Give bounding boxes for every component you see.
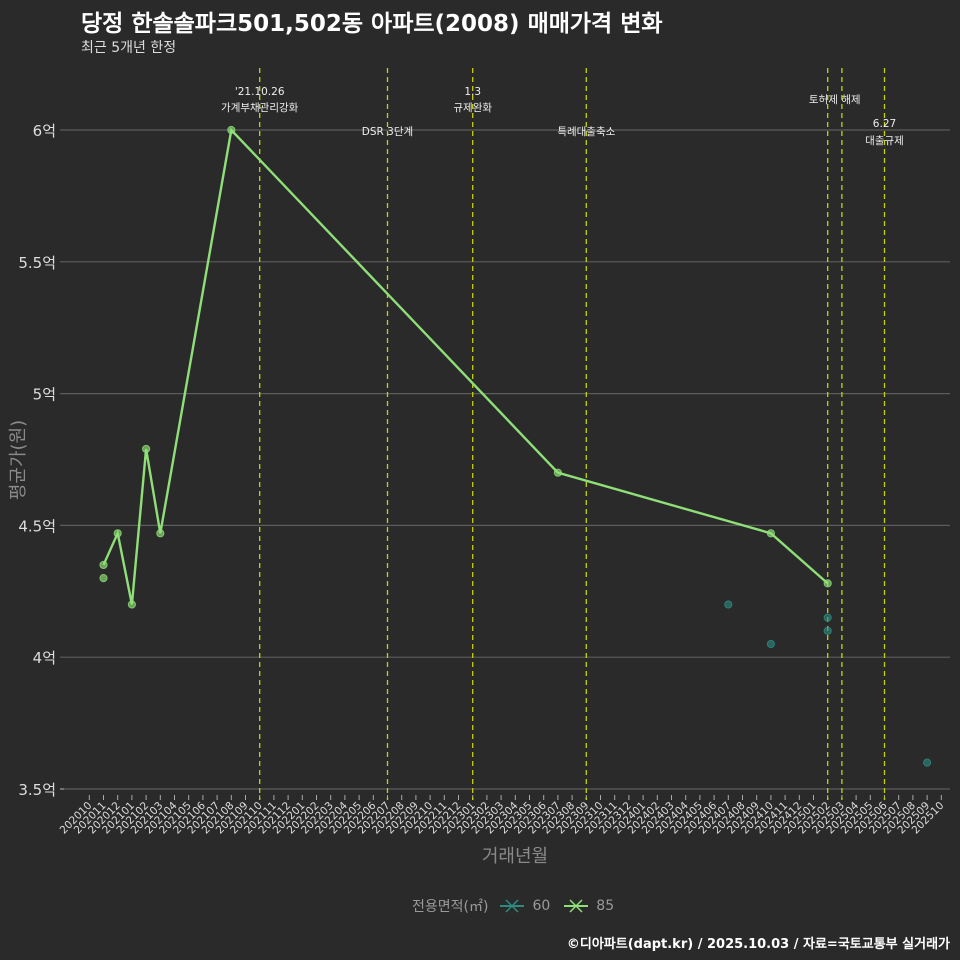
data-point-85 <box>553 468 563 477</box>
event-annotation: 6.27 <box>873 118 896 130</box>
event-annotation: 토허제 해제 <box>809 93 861 106</box>
data-point-85 <box>142 444 151 454</box>
event-annotation: 1.3 <box>464 86 481 98</box>
event-annotation: 규제완화 <box>453 101 492 114</box>
footer-credit: ©디아파트(dapt.kr) / 2025.10.03 / 자료=국토교통부 실… <box>566 937 950 952</box>
legend-title: 전용면적(㎡) <box>412 899 489 915</box>
data-point-85 <box>227 125 236 135</box>
data-point-85 <box>127 600 136 609</box>
data-point-60 <box>823 626 832 635</box>
y-tick-label: 6억 <box>33 122 56 140</box>
chart-subtitle: 최근 5개년 한정 <box>81 40 177 56</box>
data-point-85 <box>113 529 122 538</box>
legend-label-85: 85 <box>596 898 615 914</box>
y-tick-label: 5.5억 <box>18 254 56 272</box>
chart-title: 당정 한솔솔파크501,502동 아파트(2008) 매매가격 변화 <box>81 11 663 37</box>
event-annotation: '21.10.26 <box>235 86 285 98</box>
y-tick-label: 4.5억 <box>18 517 56 535</box>
event-annotation: 특례대출축소 <box>557 126 615 138</box>
series-line-85 <box>102 127 829 605</box>
data-point-85 <box>823 579 832 588</box>
data-point-85 <box>99 560 108 570</box>
event-annotation: DSR 3단계 <box>362 126 413 138</box>
data-point-60 <box>823 613 832 622</box>
x-axis-title: 거래년월 <box>482 846 548 867</box>
data-point-85 <box>156 529 165 538</box>
legend-key-60-icon <box>500 899 525 913</box>
data-point-85 <box>99 574 108 583</box>
legend: 전용면적(㎡) 60 85 <box>412 896 614 916</box>
event-annotation: 대출규제 <box>865 135 904 147</box>
y-tick-label: 5억 <box>33 386 56 404</box>
y-axis-title: 평균가(원) <box>8 420 29 500</box>
y-tick-label: 4억 <box>33 649 56 667</box>
data-point-60 <box>724 600 733 609</box>
event-annotation: 가계부채관리강화 <box>221 102 299 114</box>
legend-key-85-icon <box>564 899 589 913</box>
data-point-60 <box>923 758 932 767</box>
y-tick-label: 3.5억 <box>18 781 56 799</box>
data-point-60 <box>766 639 776 649</box>
legend-label-60: 60 <box>532 898 551 914</box>
data-point-85 <box>766 529 776 538</box>
